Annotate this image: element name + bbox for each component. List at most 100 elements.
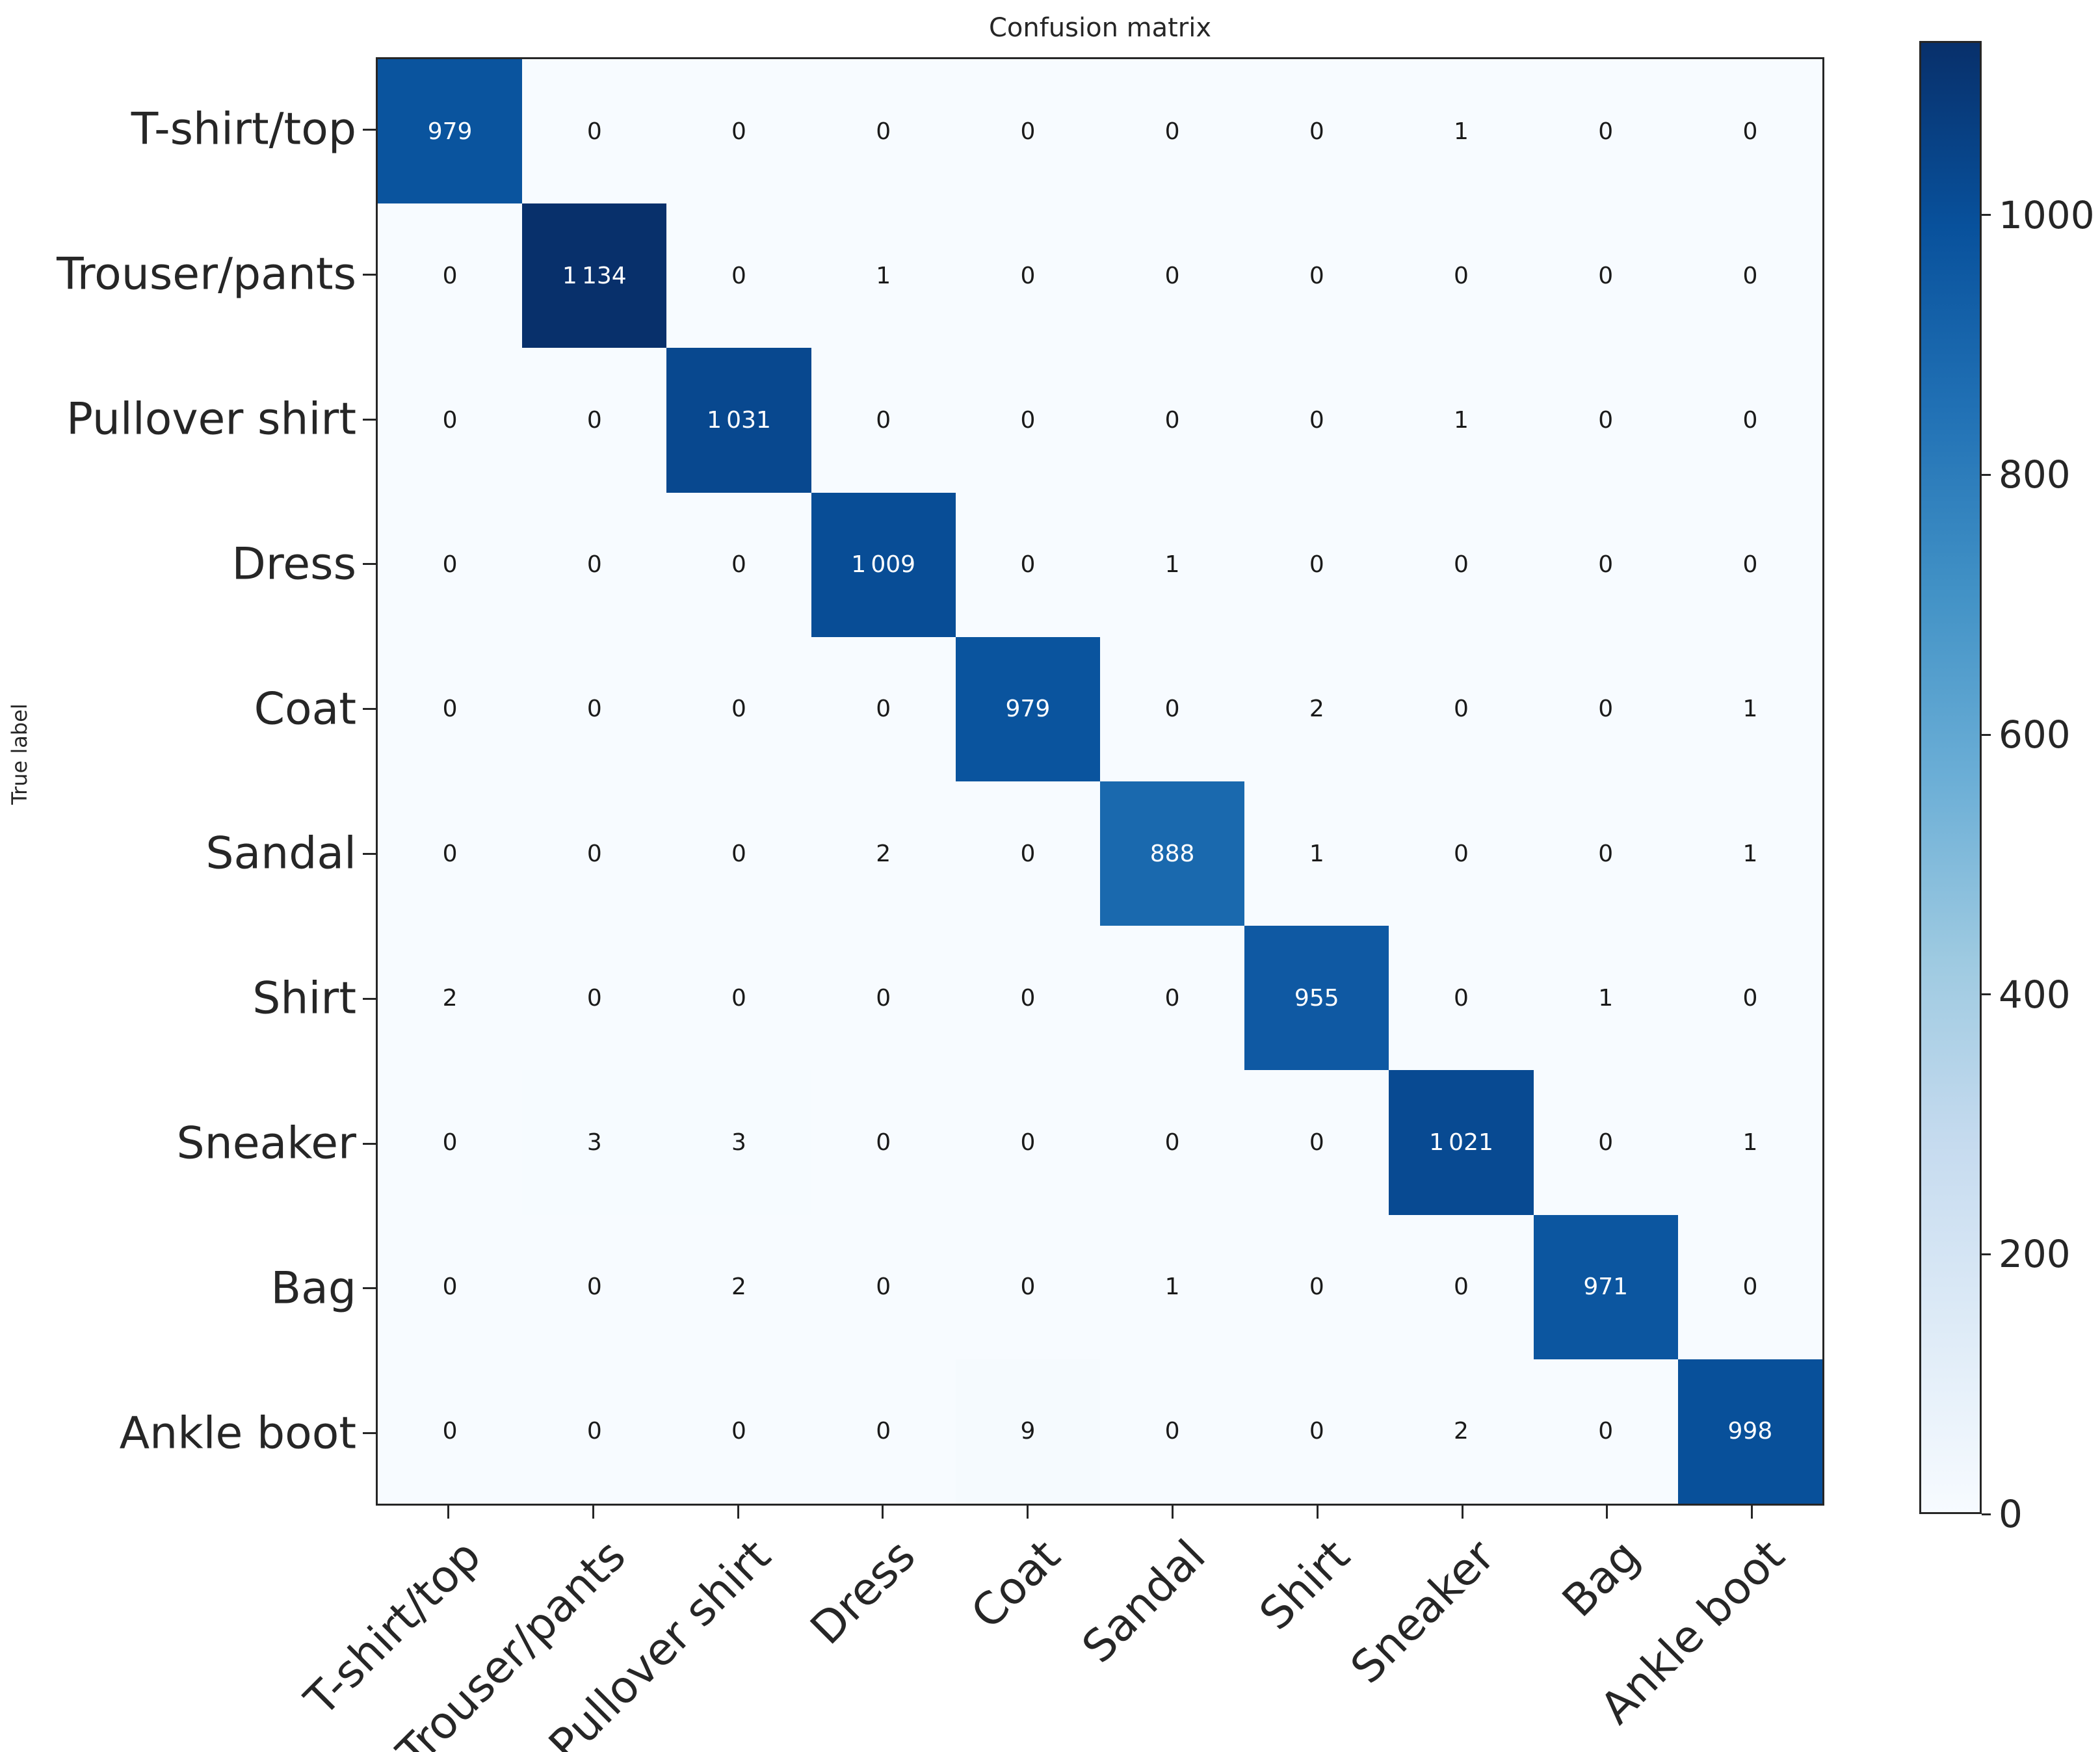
- matrix-cell: 0: [378, 636, 523, 781]
- matrix-cell: 0: [1389, 203, 1534, 348]
- matrix-cell: 0: [1099, 1070, 1245, 1215]
- matrix-cell: 1: [1244, 781, 1389, 926]
- y-tick-label: Pullover shirt: [66, 393, 356, 445]
- colorbar-tick-label: 600: [1999, 713, 2071, 757]
- matrix-cell: 979: [378, 59, 523, 204]
- matrix-cell: 2: [1244, 636, 1389, 781]
- x-tick-label: Coat: [962, 1530, 1071, 1640]
- matrix-cell: 0: [955, 926, 1100, 1071]
- matrix-cell: 0: [1099, 926, 1245, 1071]
- axis-tick: [363, 563, 376, 566]
- matrix-cell: 0: [666, 203, 811, 348]
- axis-tick: [363, 997, 376, 1000]
- x-tick-label: Shirt: [1250, 1530, 1361, 1640]
- axis-tick: [363, 418, 376, 421]
- matrix-cell: 0: [1533, 1359, 1678, 1504]
- matrix-cell: 0: [522, 492, 667, 637]
- matrix-cell: 0: [1533, 203, 1678, 348]
- matrix-cell: 0: [1244, 59, 1389, 204]
- axis-tick: [363, 708, 376, 711]
- matrix-cell: 0: [522, 1214, 667, 1359]
- axis-tick: [363, 1432, 376, 1435]
- matrix-cell: 0: [1533, 636, 1678, 781]
- y-tick-label: Dress: [231, 538, 356, 590]
- y-tick-label: Sandal: [205, 828, 356, 880]
- matrix-cell: 1: [1677, 636, 1822, 781]
- matrix-cell: 0: [1099, 1359, 1245, 1504]
- matrix-cell: 0: [1244, 203, 1389, 348]
- matrix-cell: 1: [1389, 59, 1534, 204]
- matrix-cell: 0: [955, 492, 1100, 637]
- matrix-cell: 0: [378, 203, 523, 348]
- matrix-cell: 1: [1677, 781, 1822, 926]
- y-tick-label: Trouser/pants: [57, 248, 356, 300]
- axis-tick: [363, 1142, 376, 1145]
- matrix-cell: 0: [1389, 636, 1534, 781]
- matrix-cell: 0: [1099, 59, 1245, 204]
- matrix-cell: 0: [811, 1214, 956, 1359]
- axis-tick: [363, 273, 376, 276]
- matrix-cell: 0: [522, 59, 667, 204]
- matrix-cell: 0: [1244, 1359, 1389, 1504]
- matrix-cell: 888: [1099, 781, 1245, 926]
- matrix-cell: 0: [955, 1214, 1100, 1359]
- colorbar-tick: [1982, 733, 1991, 736]
- matrix-cell: 1 134: [522, 203, 667, 348]
- matrix-cell: 0: [1389, 1214, 1534, 1359]
- matrix-cell: 0: [378, 1070, 523, 1215]
- matrix-cell: 0: [522, 1359, 667, 1504]
- matrix-cell: 0: [955, 203, 1100, 348]
- matrix-cell: 0: [1244, 1070, 1389, 1215]
- matrix-cell: 0: [1677, 1214, 1822, 1359]
- matrix-cell: 0: [522, 781, 667, 926]
- matrix-cell: 0: [666, 781, 811, 926]
- matrix-cell: 0: [1677, 926, 1822, 1071]
- axis-tick: [882, 1506, 884, 1519]
- y-tick-label: Bag: [270, 1262, 356, 1314]
- matrix-cell: 0: [811, 1070, 956, 1215]
- matrix-cell: 998: [1677, 1359, 1822, 1504]
- x-tick-label: Dress: [801, 1530, 926, 1655]
- matrix-cell: 0: [811, 636, 956, 781]
- matrix-cell: 1 009: [811, 492, 956, 637]
- matrix-cell: 0: [666, 1359, 811, 1504]
- axis-tick: [737, 1506, 739, 1519]
- y-tick-label: Sneaker: [176, 1118, 356, 1170]
- matrix-cell: 0: [811, 926, 956, 1071]
- y-tick-label: T-shirt/top: [131, 103, 356, 155]
- matrix-cell: 1 021: [1389, 1070, 1534, 1215]
- matrix-cell: 0: [1389, 781, 1534, 926]
- axis-tick: [363, 1287, 376, 1290]
- matrix-cell: 1: [1099, 1214, 1245, 1359]
- matrix-cell: 971: [1533, 1214, 1678, 1359]
- matrix-cell: 1: [1389, 348, 1534, 493]
- axis-tick: [363, 128, 376, 131]
- matrix-cell: 0: [955, 781, 1100, 926]
- y-tick-label: Shirt: [252, 973, 356, 1025]
- matrix-cell: 0: [955, 1070, 1100, 1215]
- matrix-cell: 0: [1099, 348, 1245, 493]
- matrix-cell: 0: [1677, 203, 1822, 348]
- matrix-cell: 2: [811, 781, 956, 926]
- matrix-cell: 0: [1677, 492, 1822, 637]
- matrix-cell: 0: [1099, 203, 1245, 348]
- matrix-cell: 0: [1677, 348, 1822, 493]
- chart-title: Confusion matrix: [988, 13, 1212, 43]
- matrix-cell: 0: [955, 59, 1100, 204]
- matrix-cell: 0: [378, 1359, 523, 1504]
- colorbar-tick-label: 1000: [1999, 192, 2095, 237]
- matrix-cell: 0: [1677, 59, 1822, 204]
- matrix-cell: 1 031: [666, 348, 811, 493]
- matrix-cell: 0: [378, 1214, 523, 1359]
- matrix-cell: 1: [811, 203, 956, 348]
- colorbar-tick-label: 800: [1999, 452, 2071, 497]
- matrix-cell: 1: [1099, 492, 1245, 637]
- matrix-cell: 0: [1533, 492, 1678, 637]
- colorbar-tick: [1982, 1513, 1991, 1515]
- matrix-cell: 0: [666, 492, 811, 637]
- colorbar-tick: [1982, 473, 1991, 476]
- axis-tick: [447, 1506, 449, 1519]
- matrix-cell: 1: [1677, 1070, 1822, 1215]
- axis-tick: [1316, 1506, 1319, 1519]
